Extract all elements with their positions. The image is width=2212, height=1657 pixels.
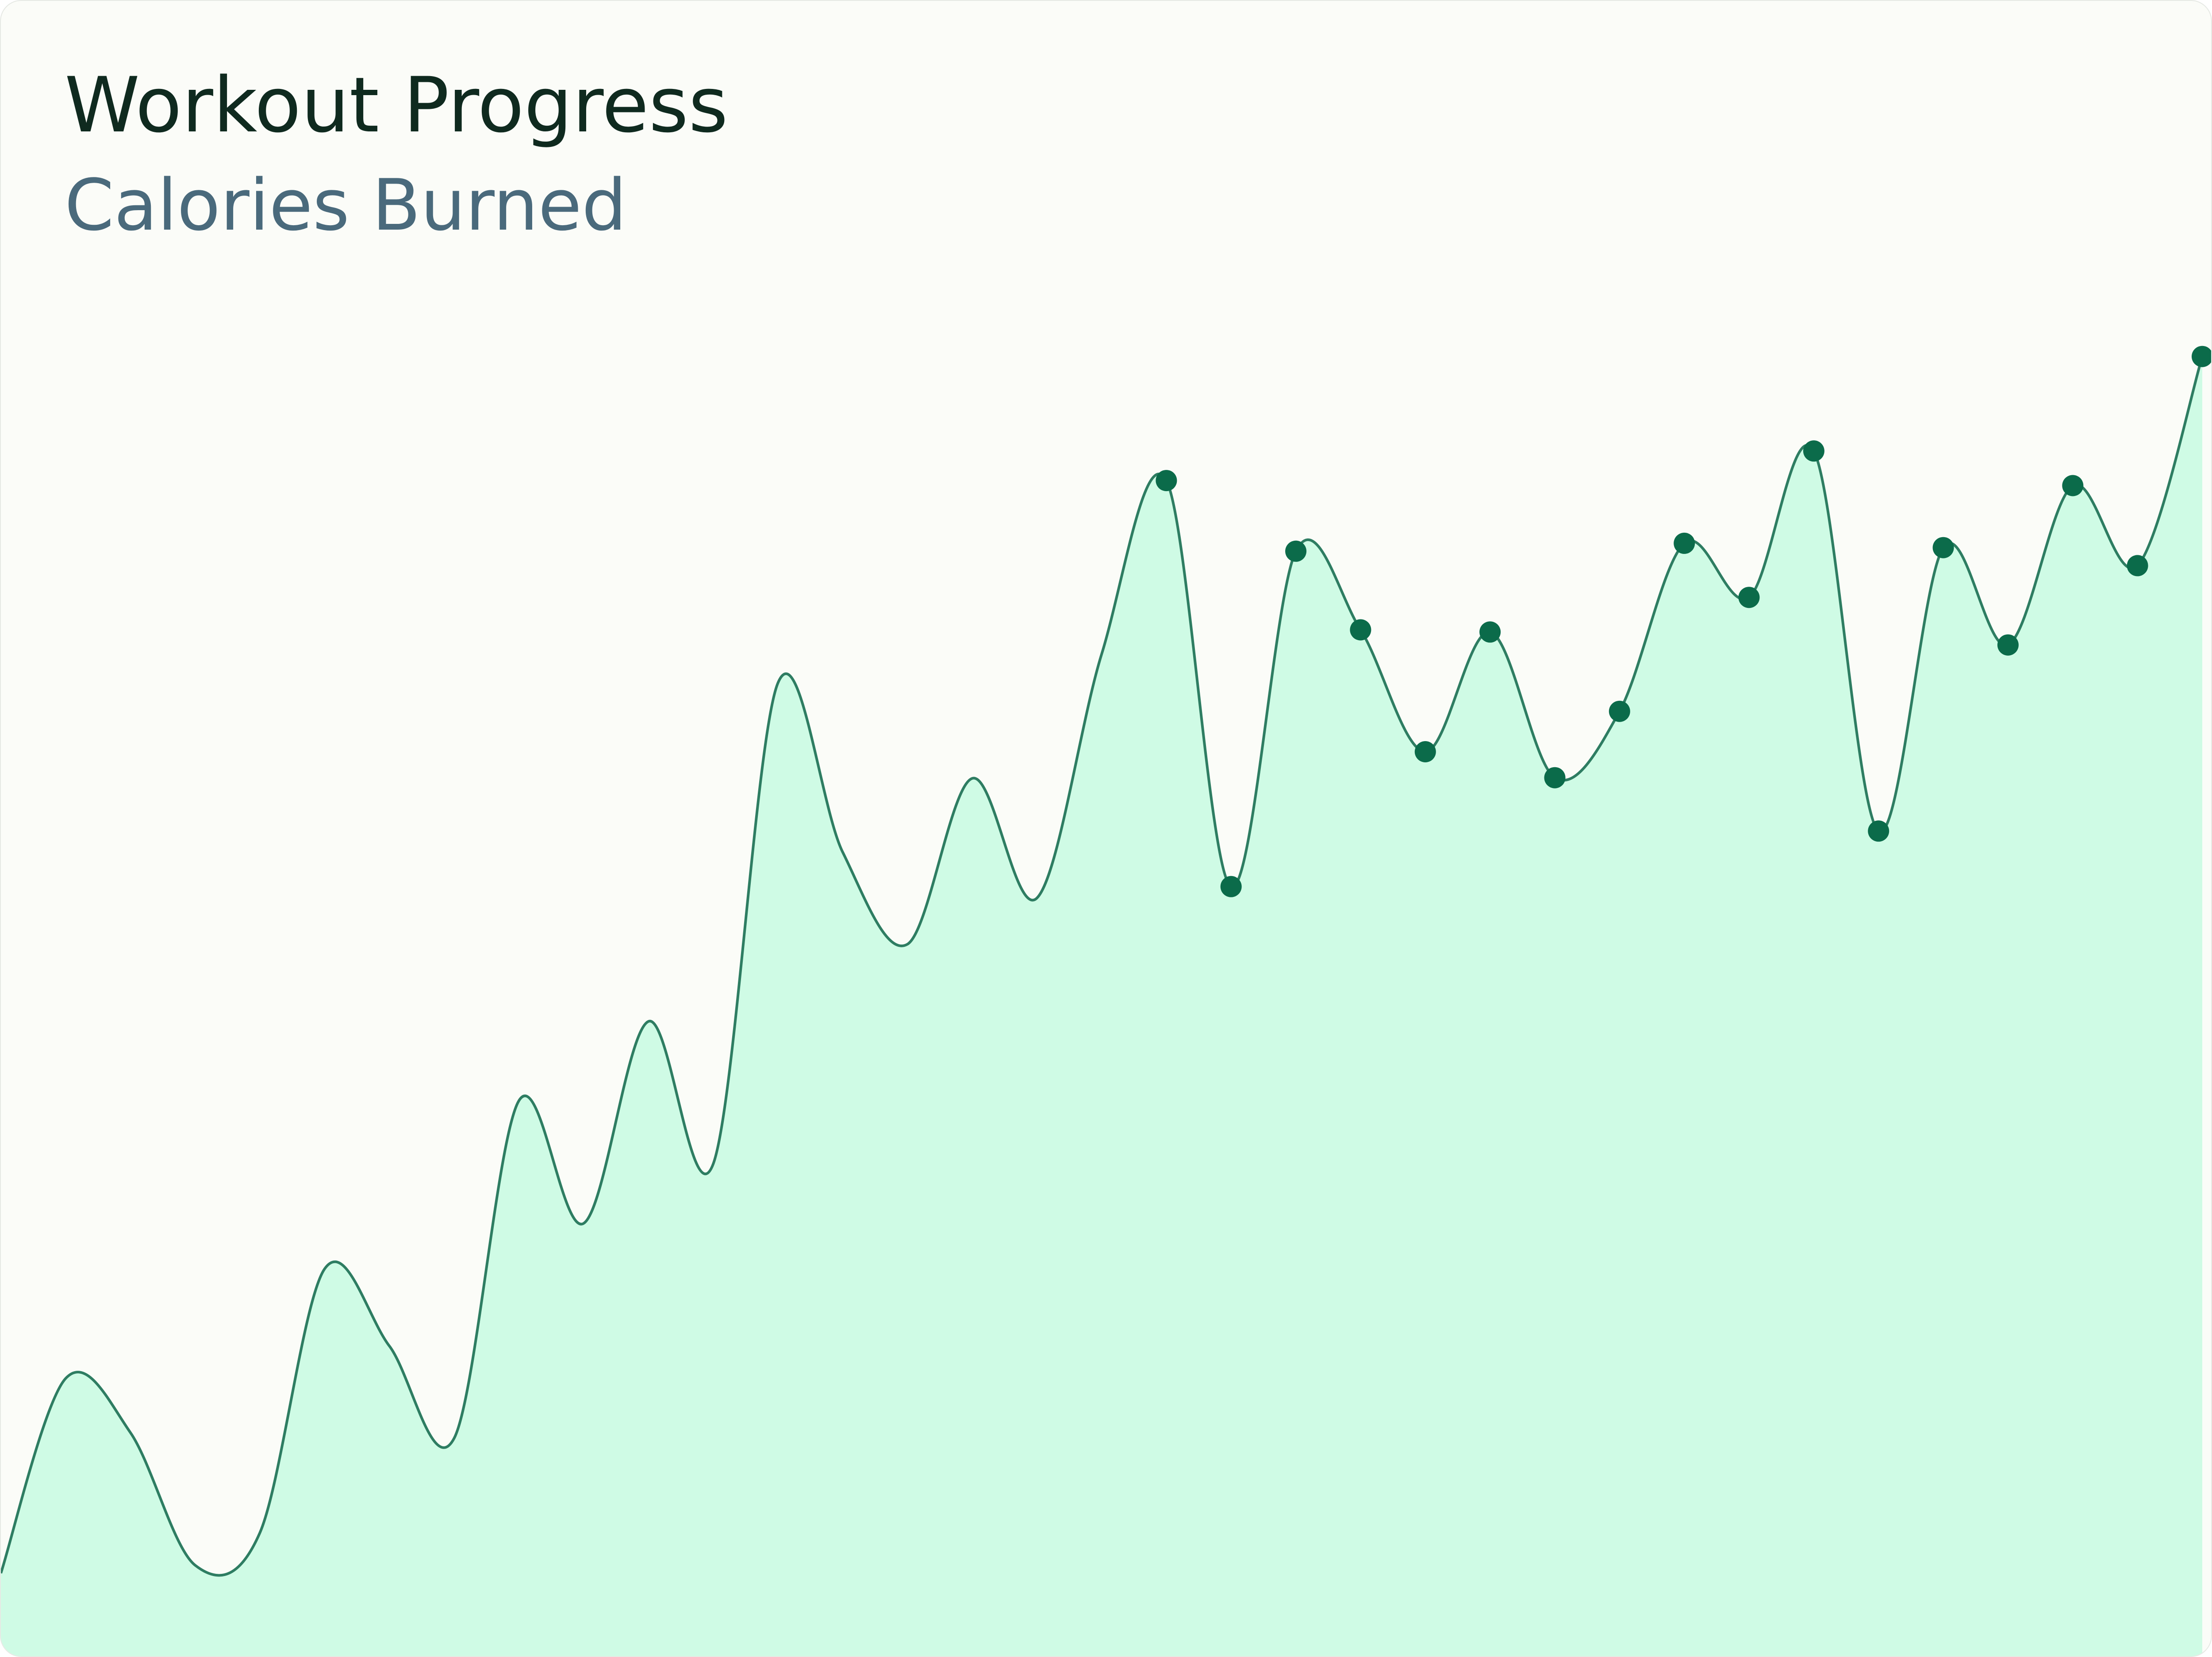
data-point[interactable] <box>1997 634 2019 656</box>
series-area <box>1 356 2202 1656</box>
data-point[interactable] <box>1609 700 1630 722</box>
data-point[interactable] <box>1803 440 1824 462</box>
chart-title: Workout Progress <box>65 61 728 150</box>
series-line <box>1 356 2204 1577</box>
data-point[interactable] <box>2062 475 2084 496</box>
data-point[interactable] <box>1738 587 1760 608</box>
data-point[interactable] <box>1414 741 1436 762</box>
data-point[interactable] <box>1674 532 1695 554</box>
data-point[interactable] <box>2127 555 2148 577</box>
data-point[interactable] <box>1285 540 1307 562</box>
data-point[interactable] <box>1479 621 1501 643</box>
data-point[interactable] <box>1544 767 1566 788</box>
data-point[interactable] <box>1220 876 1242 897</box>
data-point[interactable] <box>1350 619 1371 641</box>
data-point[interactable] <box>1932 537 1954 558</box>
data-point[interactable] <box>1156 470 1177 492</box>
data-point[interactable] <box>2192 346 2211 367</box>
chart-subtitle: Calories Burned <box>65 164 627 246</box>
data-point[interactable] <box>1868 820 1889 842</box>
